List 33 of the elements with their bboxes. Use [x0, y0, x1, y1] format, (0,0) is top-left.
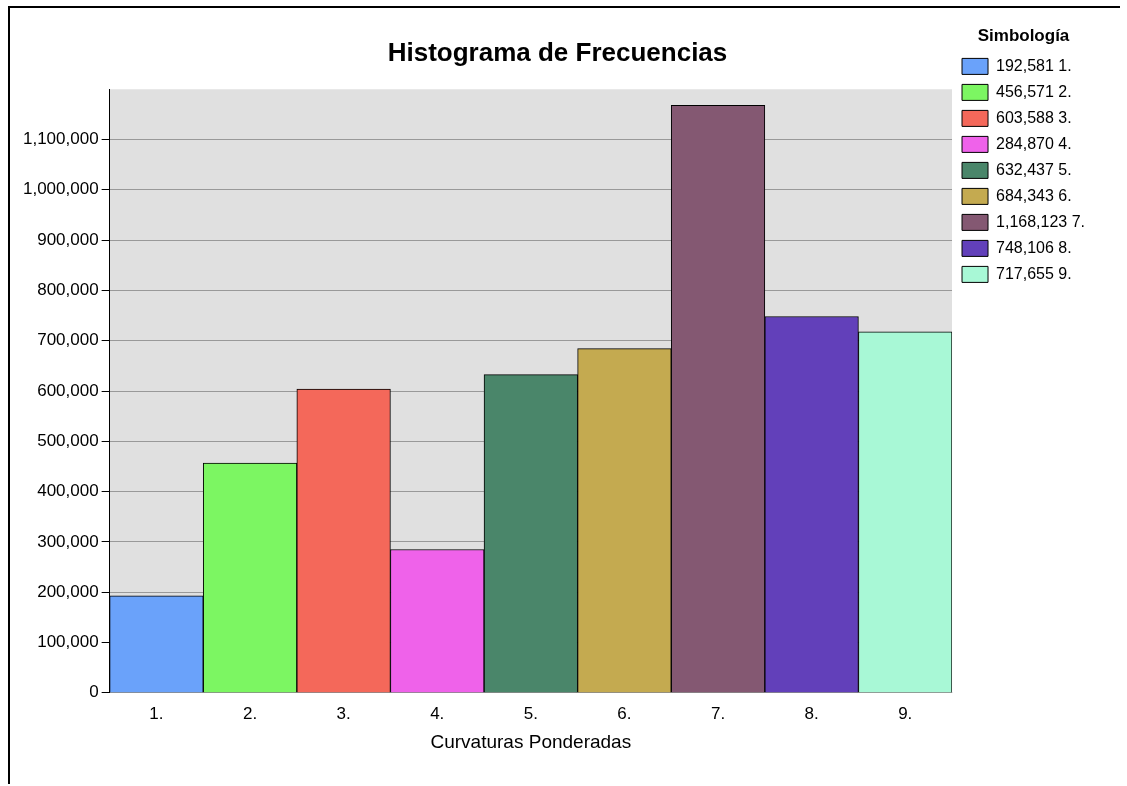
- x-tick-label: 4.: [430, 703, 445, 723]
- legend-label: 284,870 4.: [996, 134, 1072, 152]
- legend-label: 603,588 3.: [996, 108, 1072, 126]
- chart-title: Histograma de Frecuencias: [387, 36, 728, 67]
- x-tick-label: 1.: [149, 703, 164, 723]
- y-tick-label: 700,000: [37, 330, 99, 350]
- y-tick-label: 900,000: [37, 229, 99, 249]
- y-tick-label: 100,000: [37, 632, 99, 652]
- y-tick-label: 300,000: [37, 531, 99, 551]
- x-tick-label: 2.: [242, 703, 258, 723]
- legend-label: 456,571 2.: [996, 82, 1072, 100]
- x-tick-label: 6.: [617, 703, 632, 723]
- y-tick-label: 800,000: [37, 280, 99, 300]
- x-tick-label: 7.: [710, 703, 726, 723]
- y-tick-label: 200,000: [37, 581, 99, 601]
- y-tick-label: 0: [89, 682, 99, 702]
- legend-title: Simbología: [977, 26, 1070, 46]
- legend-label: 748,106 8.: [996, 238, 1072, 256]
- x-axis-title: Curvaturas Ponderadas: [430, 730, 632, 752]
- y-tick-label: 500,000: [37, 430, 99, 450]
- legend-label: 192,581 1.: [996, 56, 1072, 74]
- legend-label: 717,655 9.: [996, 264, 1072, 282]
- legend-label: 632,437 5.: [996, 160, 1072, 178]
- legend-label: 684,343 6.: [996, 186, 1072, 204]
- y-tick-label: 1,000,000: [22, 179, 99, 199]
- legend-label: 1,168,123 7.: [996, 212, 1085, 230]
- x-tick-label: 9.: [898, 703, 913, 723]
- x-tick-label: 3.: [336, 703, 351, 723]
- x-tick-label: 8.: [804, 703, 819, 723]
- y-tick-label: 400,000: [37, 481, 99, 501]
- y-tick-label: 600,000: [37, 380, 99, 400]
- y-tick-label: 1,100,000: [22, 129, 99, 149]
- x-tick-label: 5.: [523, 703, 538, 723]
